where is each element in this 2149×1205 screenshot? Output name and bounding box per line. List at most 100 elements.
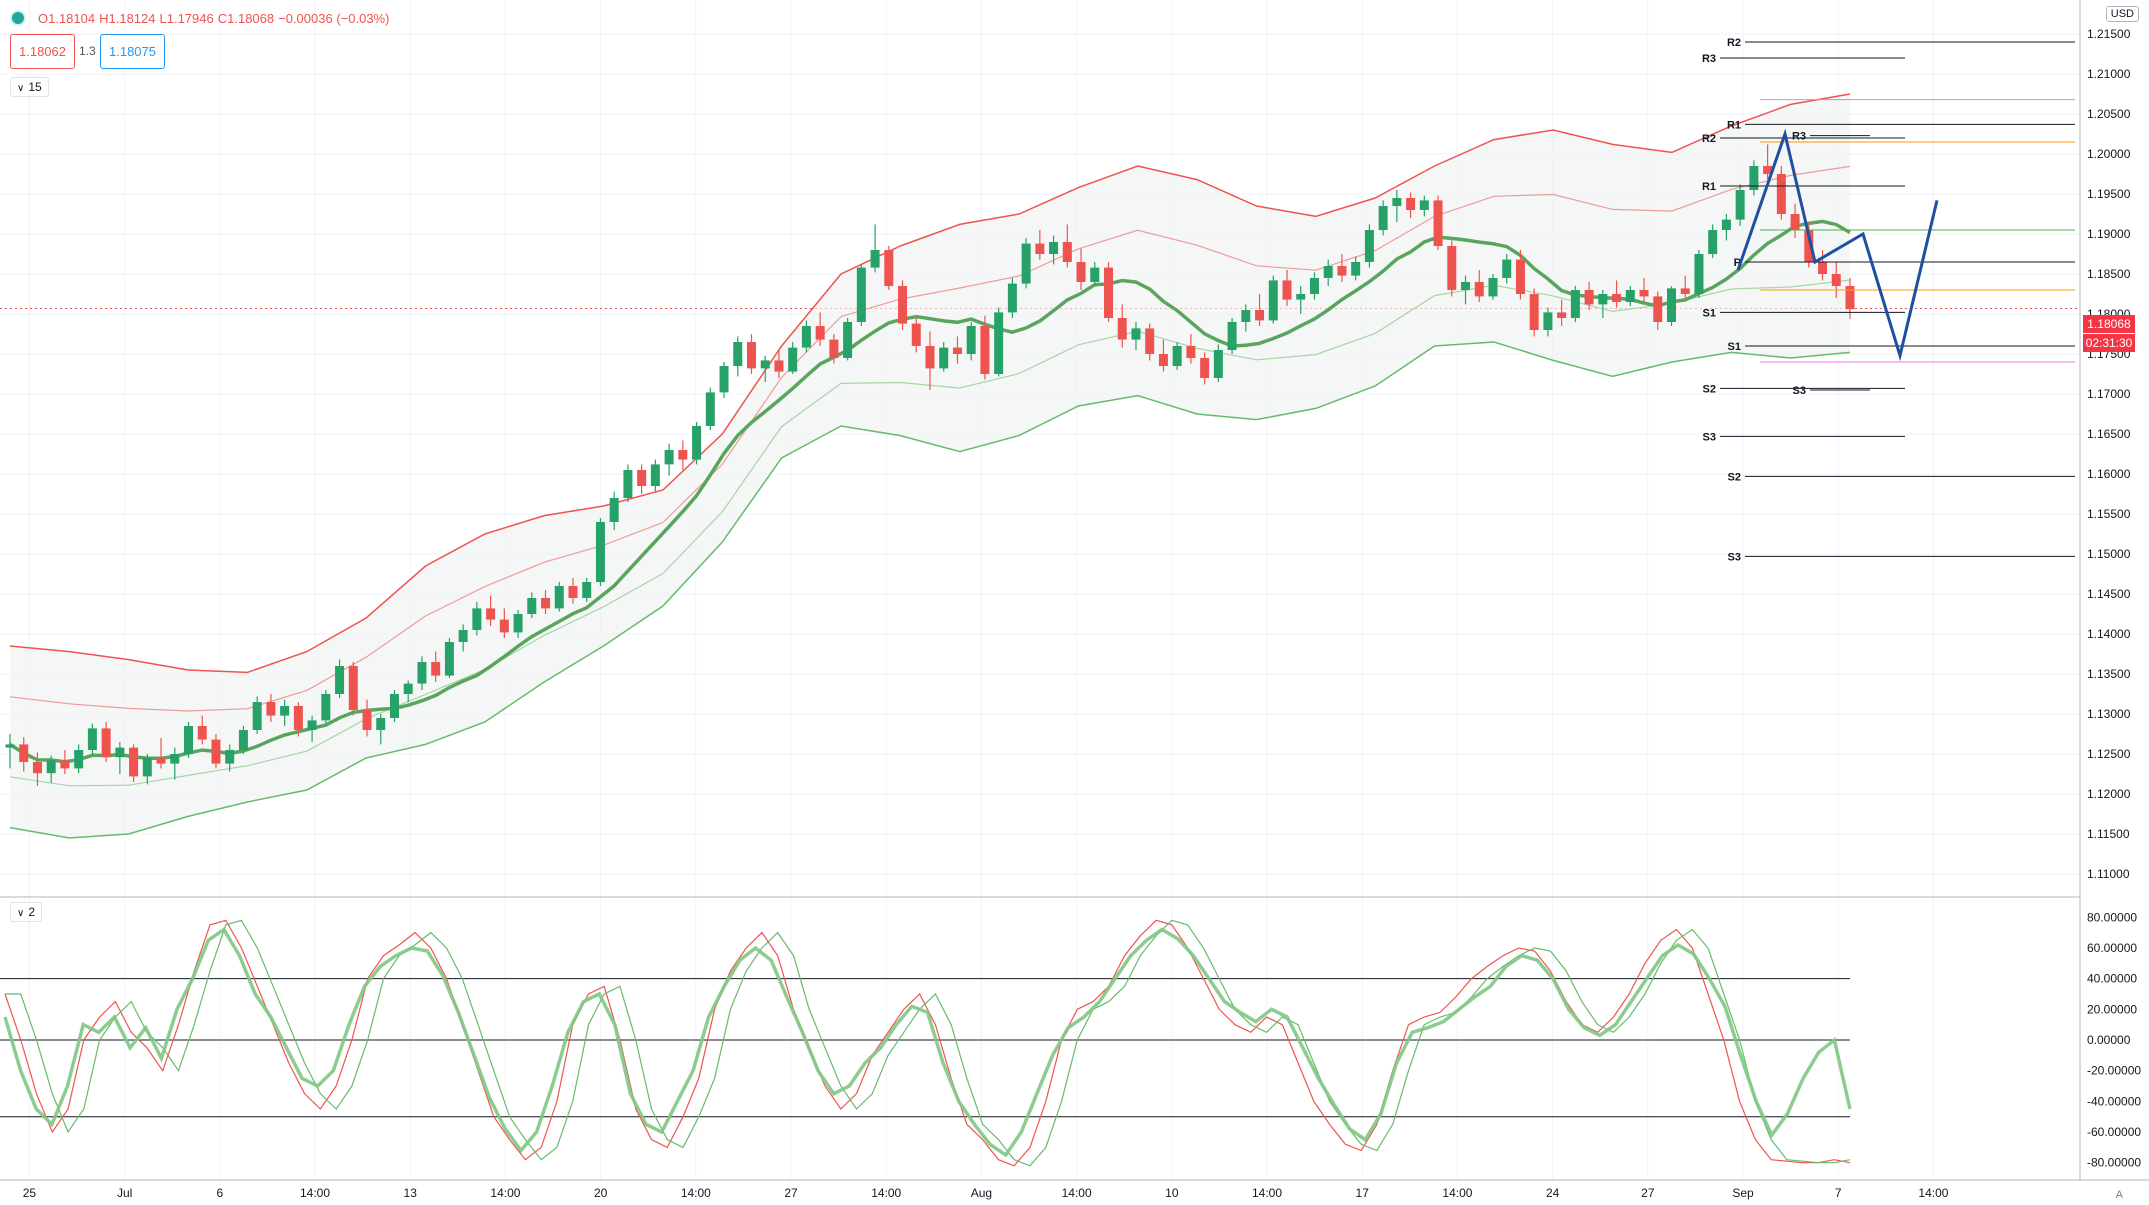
candle-body <box>1612 294 1622 302</box>
price-axis-label: 1.13000 <box>2087 707 2131 721</box>
candle-body <box>994 312 1004 374</box>
main-gridlines <box>0 0 2080 1180</box>
indicator-toggle-main[interactable]: ∨ 15 <box>10 77 49 97</box>
price-axis-label: 1.19500 <box>2087 187 2131 201</box>
pivot-level-label: R3 <box>1792 131 1806 143</box>
candle-body <box>541 598 551 609</box>
candle-body <box>472 608 482 630</box>
candle-body <box>1296 294 1306 300</box>
candle-body <box>1062 242 1072 262</box>
pivot-level-label: S3 <box>1703 431 1716 443</box>
time-axis-label: 17 <box>1356 1186 1370 1200</box>
time-axis-label: 14:00 <box>1062 1186 1092 1200</box>
candle-body <box>348 666 358 710</box>
candle-body <box>1241 310 1251 322</box>
oscillator-axis-label: 40.00000 <box>2087 972 2137 986</box>
candle-body <box>499 619 509 633</box>
time-axis-label: 13 <box>404 1186 418 1200</box>
chevron-down-icon: ∨ <box>17 908 25 919</box>
pivot-level-label: S1 <box>1728 341 1741 353</box>
price-axis-label: 1.14000 <box>2087 627 2131 641</box>
candle-body <box>856 267 866 322</box>
bar-countdown-tag: 02:31:30 <box>2083 334 2135 352</box>
projection-zigzag[interactable] <box>1736 128 1939 362</box>
indicator-toggle-oscillator[interactable]: ∨ 2 <box>10 902 43 922</box>
price-axis-label: 1.16000 <box>2087 467 2131 481</box>
price-axis-label: 1.15000 <box>2087 547 2131 561</box>
candle-body <box>595 522 605 582</box>
stochastic-d-line <box>4 919 1851 1167</box>
candle-body <box>1666 288 1676 322</box>
candle-body <box>1845 286 1855 310</box>
candle-body <box>911 323 921 346</box>
candle-body <box>1625 290 1635 302</box>
candle-body <box>417 662 427 684</box>
candle-body <box>1076 262 1086 282</box>
auto-scale-button[interactable]: A <box>2115 1189 2123 1201</box>
candle-body <box>1515 259 1525 294</box>
candle-body <box>60 760 70 769</box>
candle-body <box>1653 296 1663 322</box>
candle-body <box>1145 328 1155 354</box>
market-status-icon <box>10 10 26 26</box>
candle-body <box>1200 358 1210 378</box>
band-inner-upper-line <box>9 165 1851 712</box>
time-axis-label: 27 <box>1641 1186 1655 1200</box>
candle-body <box>554 586 564 609</box>
candle-body <box>1502 259 1512 278</box>
candle-body <box>5 744 15 748</box>
price-axis-label: 1.21500 <box>2087 27 2131 41</box>
candle-body <box>829 339 839 358</box>
price-axis[interactable]: 1.21500 1.21000 1.20500 1.20000 1.19500 1.190… <box>2087 27 2131 881</box>
pivot-level-label: R1 <box>1702 181 1716 193</box>
candle-body <box>966 326 976 354</box>
oscillator-axis-label: 60.00000 <box>2087 941 2137 955</box>
price-axis-label: 1.13500 <box>2087 667 2131 681</box>
candle-body <box>1406 198 1416 210</box>
candle-body <box>1804 230 1814 262</box>
candle-body <box>1419 200 1429 210</box>
price-axis-label: 1.15500 <box>2087 507 2131 521</box>
time-axis-label: Sep <box>1732 1186 1754 1200</box>
candle-body <box>1818 262 1828 274</box>
stochastic-k-line <box>5 919 1851 1167</box>
candle-body <box>1488 278 1498 297</box>
candle-body <box>238 730 248 750</box>
candle-body <box>815 326 825 340</box>
band-lower-line <box>9 341 1851 839</box>
candle-body <box>1323 266 1333 278</box>
candle-body <box>1268 280 1278 321</box>
candle-body <box>513 614 523 633</box>
open-value: O1.18104 <box>38 10 96 26</box>
candle-body <box>46 760 56 774</box>
candle-body <box>101 728 111 758</box>
candle-body <box>458 630 468 642</box>
currency-badge[interactable]: USD <box>2105 6 2139 22</box>
time-axis-label: Jul <box>117 1186 132 1200</box>
time-axis[interactable]: 25 Jul 6 14:00 13 14:00 20 14:00 27 14:00 Aug 14:00… <box>23 1186 1949 1200</box>
oscillator-axis-label: -20.00000 <box>2087 1064 2141 1078</box>
buy-button[interactable]: 1.18075 <box>100 34 165 69</box>
price-axis-label: 1.16500 <box>2087 427 2131 441</box>
candle-body <box>733 342 743 366</box>
time-axis-label: 20 <box>594 1186 608 1200</box>
price-axis-label: 1.21000 <box>2087 67 2131 81</box>
basis-line <box>9 219 1851 764</box>
candle-body <box>389 694 399 718</box>
candle-body <box>898 286 908 324</box>
candle-body <box>1639 290 1649 297</box>
candle-body <box>801 326 811 348</box>
smoothed-oscillator-line <box>3 926 1852 1158</box>
candle-body <box>1351 262 1361 276</box>
candle-body <box>1557 312 1567 318</box>
candle-body <box>225 750 235 764</box>
candle-body <box>431 662 441 676</box>
candle-body <box>1021 243 1031 284</box>
price-axis-label: 1.17000 <box>2087 387 2131 401</box>
candle-body <box>252 702 262 730</box>
candle-body <box>170 754 180 764</box>
sell-button[interactable]: 1.18062 <box>10 34 75 69</box>
candle-body <box>1131 328 1141 340</box>
candle-body <box>1158 354 1168 366</box>
